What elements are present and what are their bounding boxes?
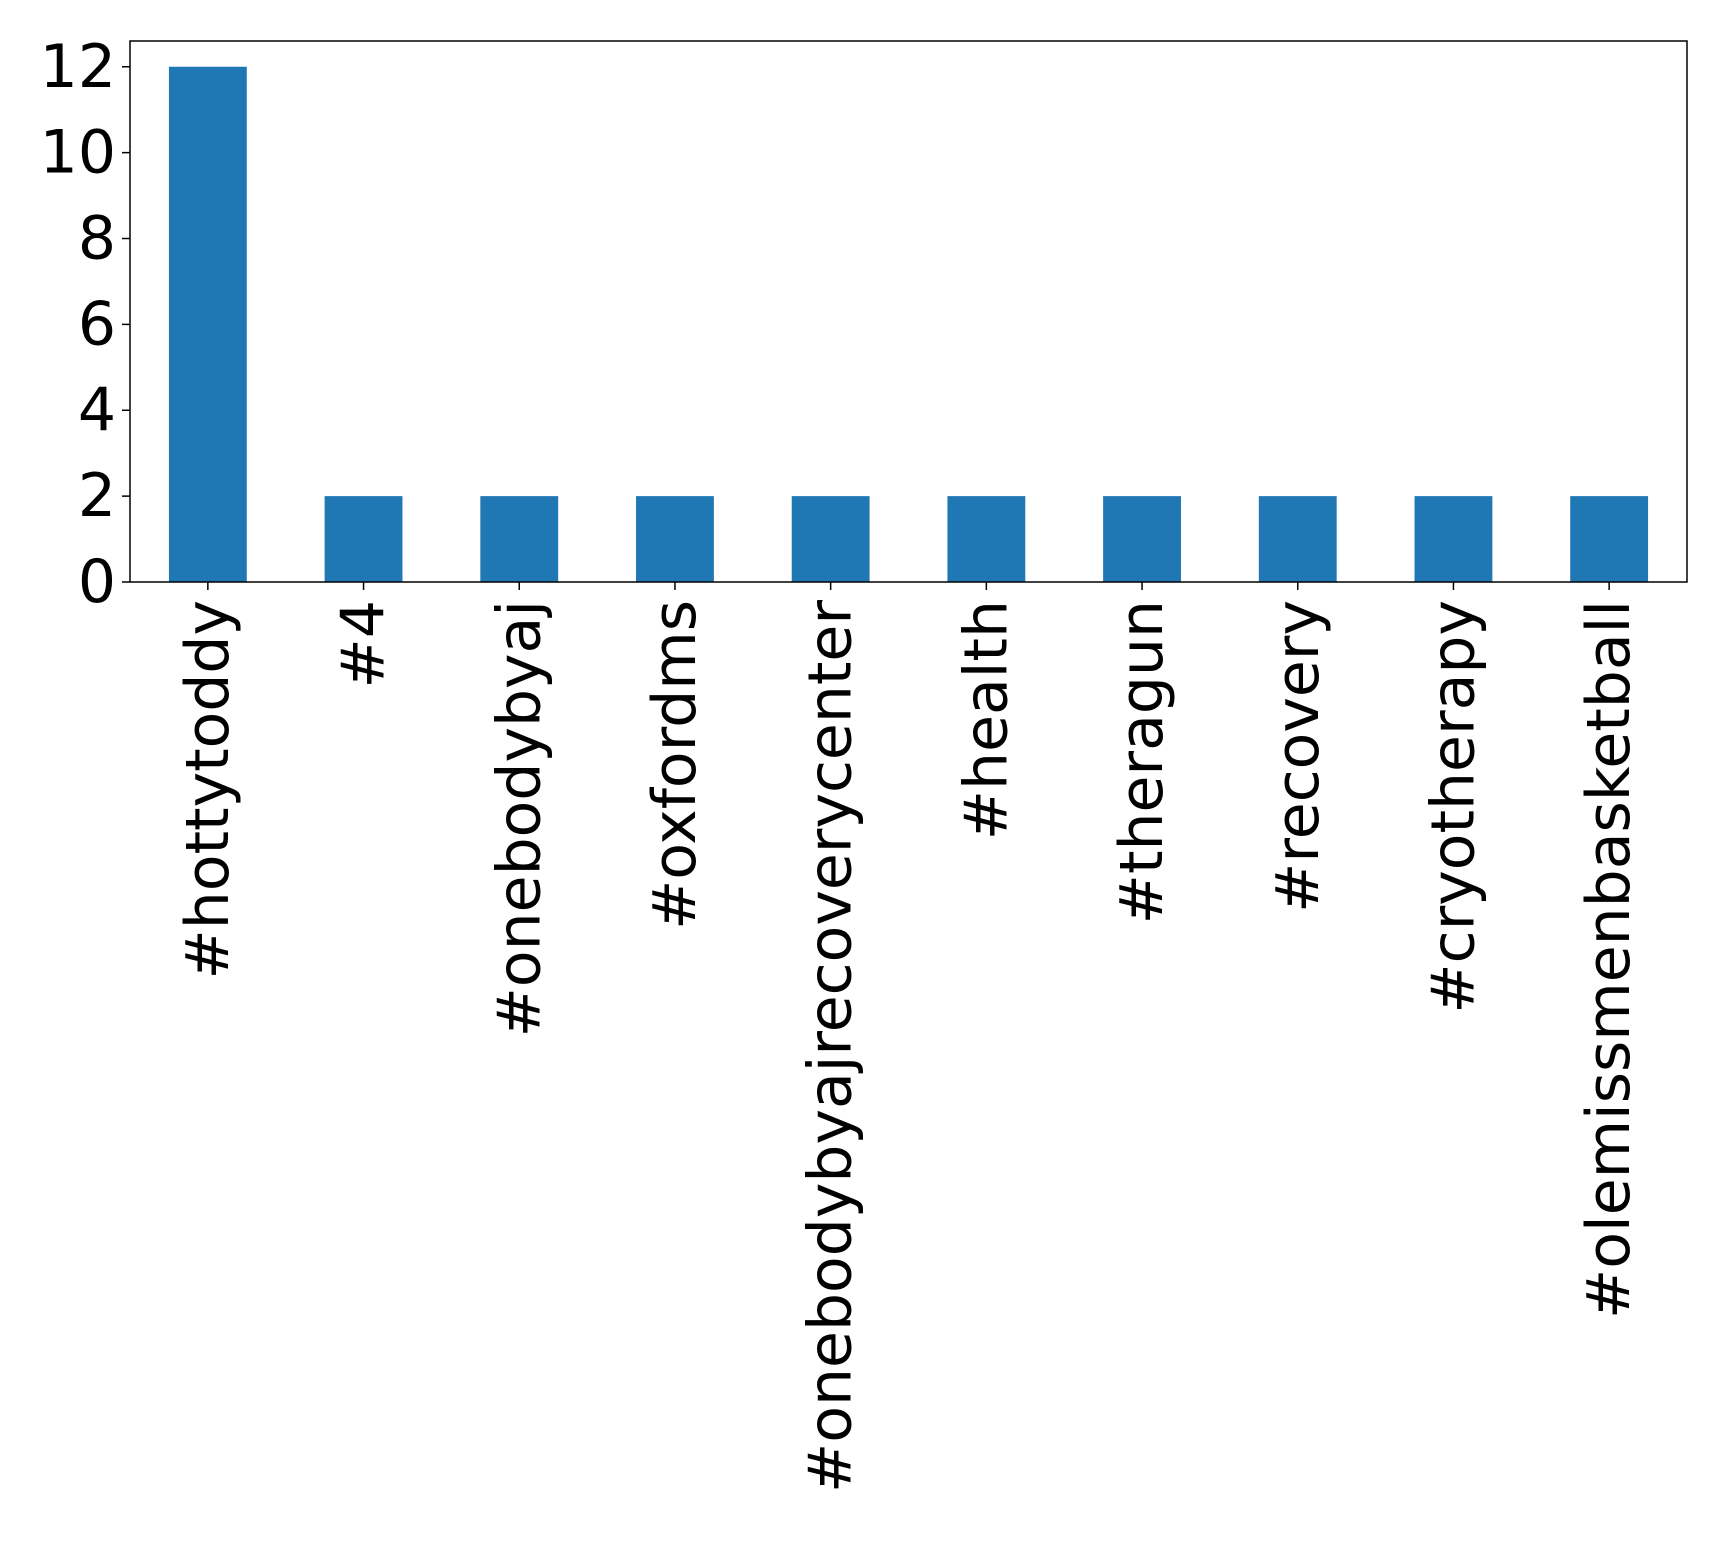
plot-frame	[129, 40, 1688, 583]
bar	[1103, 496, 1181, 582]
y-tick-label: 10	[40, 118, 116, 188]
bar	[1258, 496, 1337, 582]
y-tick-label: 8	[78, 204, 116, 274]
bar	[480, 496, 559, 582]
x-tick-label: #onebodybyajrecoverycenter	[796, 600, 866, 1493]
x-tick-label: #oxfordms	[640, 600, 710, 930]
y-tick-label: 6	[78, 289, 116, 359]
x-tick-label: #health	[951, 600, 1021, 840]
bar	[947, 496, 1026, 582]
y-tick-label: 2	[78, 461, 116, 531]
x-tick-label: #recovery	[1263, 600, 1333, 913]
x-tick-label: #cryotherapy	[1418, 600, 1488, 1014]
bar	[168, 66, 247, 582]
x-tick-label: #theragun	[1107, 600, 1177, 924]
x-tick-label: #olemissmenbasketball	[1574, 600, 1644, 1319]
bar	[324, 496, 403, 582]
y-tick-label: 0	[78, 547, 116, 617]
x-tick-label: #hottytoddy	[173, 600, 243, 979]
bar	[791, 496, 870, 582]
bar	[1414, 496, 1493, 582]
y-tick-label: 4	[78, 375, 116, 445]
x-tick-label: #onebodybyaj	[484, 600, 554, 1037]
bar	[1570, 496, 1649, 582]
y-tick-label: 12	[40, 32, 116, 102]
bar	[636, 496, 714, 582]
x-tick-label: #4	[329, 600, 399, 688]
